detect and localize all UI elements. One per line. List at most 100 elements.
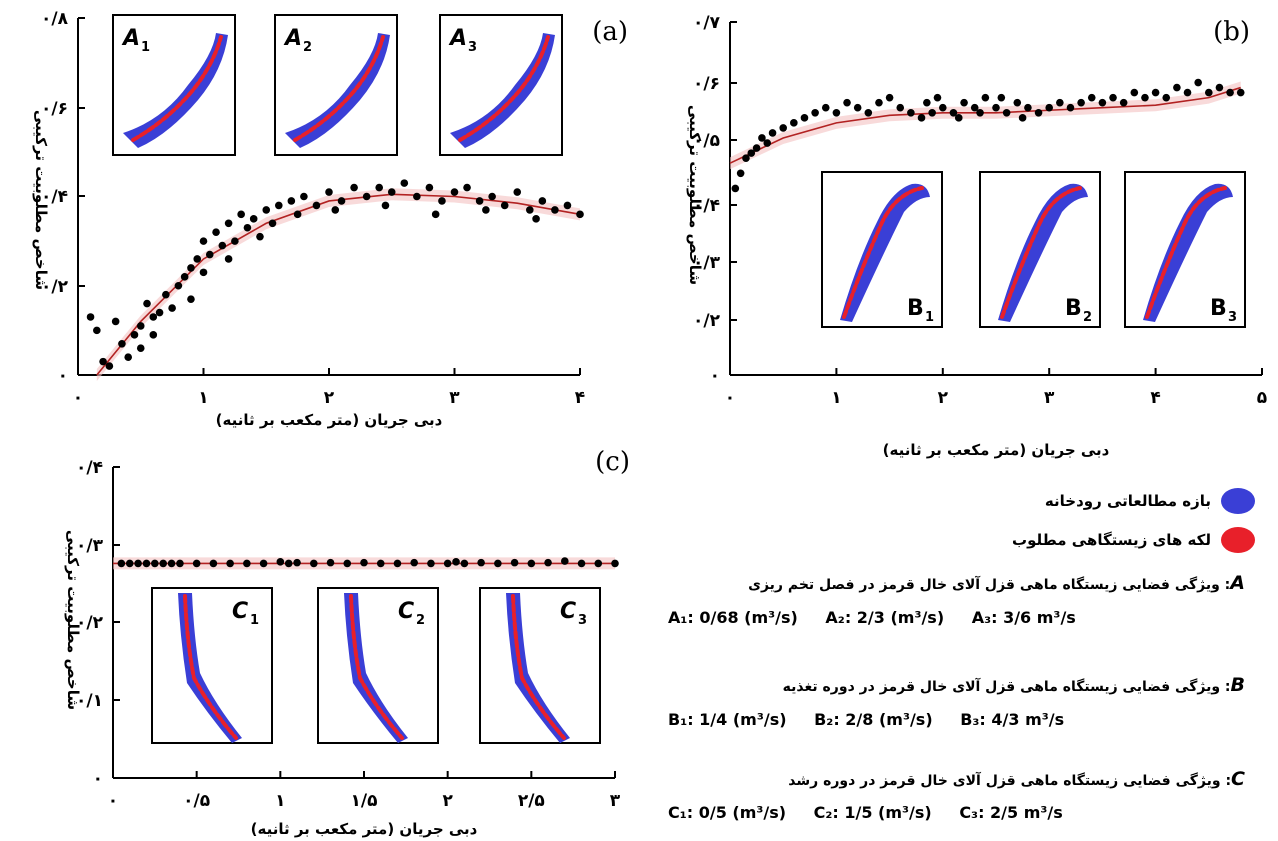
x-tick-label-a: ۱	[198, 388, 208, 408]
data-point-b	[779, 124, 787, 132]
inset-frame-c2	[317, 587, 439, 744]
data-point-b	[1194, 78, 1202, 87]
habitat-patch-shape-b2	[1000, 186, 1082, 319]
river-reach-shape-c1	[178, 593, 242, 743]
x-tick-label-c: ۱/۵	[351, 791, 378, 811]
value-a1: A₁: 0/68 (m³/s)	[668, 608, 798, 627]
data-point-b	[949, 108, 958, 117]
data-point-b	[1236, 88, 1245, 97]
data-point-b	[742, 154, 750, 162]
value-b1: B₁: 1/4 (m³/s)	[668, 710, 787, 729]
data-point-b	[821, 103, 830, 112]
data-point-b	[811, 108, 819, 117]
data-point-b	[1119, 98, 1128, 107]
y-tick-label-a: ۰/۴	[41, 187, 68, 207]
data-point-b	[970, 103, 979, 112]
data-point-a	[375, 183, 384, 192]
data-point-a	[532, 215, 540, 223]
data-point-a	[293, 210, 302, 219]
data-point-b	[954, 114, 963, 122]
data-point-c	[343, 559, 352, 568]
data-point-b	[736, 169, 745, 178]
data-point-b	[1215, 83, 1224, 92]
value-c3: C₃: 2/5 m³/s	[959, 803, 1063, 822]
data-point-c	[561, 557, 569, 565]
habitat-patch-shape-c2	[349, 594, 404, 740]
data-point-a	[576, 210, 584, 219]
inset-label-c1: C	[232, 599, 248, 624]
y-tick-label-c: ۰/۱	[76, 691, 103, 711]
inset-label-b1: B	[907, 296, 924, 321]
data-point-b	[1066, 103, 1075, 112]
data-point-b	[1034, 108, 1043, 117]
data-point-a	[187, 295, 195, 303]
inset-sublabel-b1: 1	[925, 310, 934, 325]
data-point-b	[790, 119, 798, 127]
data-point-a	[463, 183, 471, 192]
panel-label-a: (a)	[592, 17, 628, 47]
data-point-b	[896, 103, 905, 112]
data-point-c	[427, 559, 435, 568]
data-point-c	[226, 559, 234, 568]
data-point-a	[438, 197, 446, 205]
confidence-band-a	[96, 188, 580, 381]
data-point-a	[99, 357, 107, 366]
data-point-b	[853, 103, 862, 112]
data-point-c	[284, 559, 293, 568]
x-axis-label-c: دبی جریان (متر مکعب بر ثانیه)	[251, 820, 478, 838]
data-point-c	[167, 559, 176, 568]
y-tick-label-a: ۰	[58, 366, 68, 386]
data-point-a	[199, 268, 208, 277]
description-b: B: ویژگی فضایی زیستگاه ماهی قزل آلای خال…	[700, 674, 1245, 696]
data-point-b	[1045, 103, 1053, 112]
data-point-a	[224, 255, 233, 263]
y-tick-label-b: ۰/۵	[693, 131, 720, 151]
description-b-text: : ویژگی فضایی زیستگاه ماهی قزل آلای خال …	[782, 679, 1231, 695]
value-a3: A₃: 3/6 m³/s	[971, 608, 1076, 627]
data-point-a	[312, 201, 321, 210]
panel-label-c: (c)	[595, 447, 630, 477]
data-point-a	[205, 250, 214, 259]
data-point-c	[151, 559, 159, 568]
data-point-b	[1205, 88, 1213, 97]
data-point-b	[933, 93, 942, 102]
habitat-patch-shape-b3	[1145, 186, 1227, 319]
data-point-a	[136, 322, 145, 330]
legend-item-reach: بازه مطالعاتی رودخانه	[995, 488, 1255, 514]
inset-label-b2: B	[1065, 296, 1082, 321]
data-point-a	[350, 183, 358, 192]
value-c2: C₂: 1/5 (m³/s)	[813, 803, 932, 822]
x-axis-label-a: دبی جریان (متر مکعب بر ثانیه)	[216, 411, 443, 429]
data-point-a	[212, 228, 220, 236]
data-point-b	[768, 129, 777, 137]
data-point-c	[577, 559, 586, 568]
data-point-c	[594, 559, 603, 568]
legend-label-reach: بازه مطالعاتی رودخانه	[1044, 492, 1211, 510]
data-point-b	[1087, 93, 1096, 102]
value-c1: C₁: 0/5 (m³/s)	[668, 803, 787, 822]
x-tick-label-a: ۲	[324, 388, 335, 408]
data-point-b	[731, 184, 740, 193]
data-point-a	[431, 210, 440, 219]
data-point-b	[1098, 98, 1107, 107]
data-point-c	[393, 559, 402, 568]
data-point-b	[747, 149, 756, 157]
data-point-a	[243, 223, 252, 232]
inset-label-b3: B	[1210, 296, 1227, 321]
values-b: B₁: 1/4 (m³/s) B₂: 2/8 (m³/s) B₃: 4/3 m³…	[668, 710, 1086, 729]
x-tick-label-a: ۴	[575, 388, 585, 408]
data-point-a	[475, 197, 484, 205]
data-point-a	[256, 232, 264, 241]
y-tick-label-b: ۰/۲	[693, 311, 721, 331]
data-point-a	[143, 299, 151, 308]
data-point-a	[337, 197, 346, 205]
data-point-c	[176, 559, 184, 568]
data-point-a	[118, 339, 126, 348]
data-point-a	[325, 188, 333, 196]
inset-sublabel-a1: 1	[141, 40, 150, 55]
value-b2: B₂: 2/8 (m³/s)	[814, 710, 933, 729]
x-tick-label-c: ۰	[108, 791, 118, 811]
habitat-patch-shape-c1	[183, 594, 238, 740]
data-point-a	[275, 201, 283, 210]
